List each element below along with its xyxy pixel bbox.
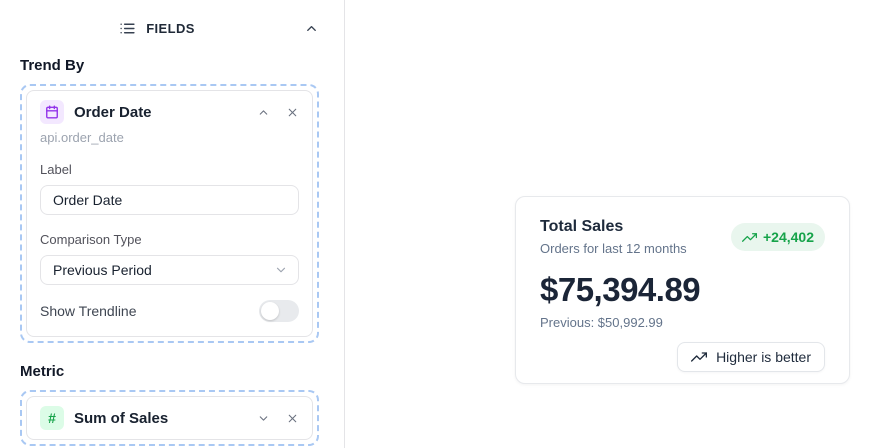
chevron-down-icon [257, 412, 270, 425]
metric-section-label: Metric [20, 363, 65, 380]
label-input[interactable] [40, 185, 299, 215]
order-date-field-header: Order Date [40, 100, 299, 124]
kpi-title: Total Sales [540, 218, 624, 235]
kpi-card-footer: Higher is better [540, 342, 825, 372]
list-icon [119, 20, 136, 37]
fields-collapse-button[interactable] [304, 21, 319, 36]
close-icon [286, 412, 299, 425]
order-date-remove-button[interactable] [286, 106, 299, 119]
order-date-source-path: api.order_date [40, 130, 124, 145]
fields-panel: FIELDS Trend By Order Date [0, 0, 345, 448]
kpi-previous-value: Previous: $50,992.99 [540, 315, 663, 330]
show-trendline-row: Show Trendline [40, 300, 299, 322]
calendar-icon [40, 100, 64, 124]
chevron-down-icon [274, 263, 288, 277]
trending-up-icon [742, 230, 757, 245]
sum-of-sales-remove-button[interactable] [286, 412, 299, 425]
change-badge-value: +24,402 [763, 229, 814, 245]
chevron-up-icon [257, 106, 270, 119]
label-field-label: Label [40, 162, 72, 177]
preview-canvas: Total Sales Orders for last 12 months +2… [345, 0, 874, 448]
fields-panel-header: FIELDS [20, 20, 319, 37]
kpi-value: $75,394.89 [540, 271, 701, 308]
order-date-field-card: Order Date api.order_date Label Comparis… [26, 90, 313, 337]
trend-by-section-label: Trend By [20, 57, 85, 74]
close-icon [286, 106, 299, 119]
order-date-field-title: Order Date [74, 103, 152, 121]
sum-of-sales-expand-button[interactable] [257, 412, 270, 425]
kpi-card-header: Total Sales Orders for last 12 months +2… [540, 218, 825, 256]
comparison-type-select[interactable]: Previous Period [40, 255, 299, 285]
sum-of-sales-field-card: # Sum of Sales [26, 396, 313, 440]
kpi-title-block: Total Sales Orders for last 12 months [540, 218, 687, 256]
higher-is-better-button[interactable]: Higher is better [677, 342, 825, 372]
higher-is-better-label: Higher is better [716, 349, 811, 365]
toggle-knob [261, 302, 279, 320]
metric-dropzone[interactable]: # Sum of Sales [20, 390, 319, 446]
total-sales-kpi-card: Total Sales Orders for last 12 months +2… [515, 196, 850, 384]
kpi-subtitle: Orders for last 12 months [540, 241, 687, 256]
change-badge: +24,402 [731, 223, 825, 251]
comparison-type-value: Previous Period [53, 262, 152, 278]
comparison-type-label: Comparison Type [40, 232, 142, 247]
fields-panel-title: FIELDS [146, 21, 195, 36]
sum-of-sales-field-title: Sum of Sales [74, 409, 169, 427]
trending-up-icon [691, 349, 708, 365]
trend-by-dropzone[interactable]: Order Date api.order_date Label Comparis… [20, 84, 319, 343]
chevron-up-icon [304, 21, 319, 36]
sum-of-sales-field-header: # Sum of Sales [40, 406, 299, 430]
show-trendline-toggle[interactable] [259, 300, 299, 322]
hash-icon: # [40, 406, 64, 430]
order-date-collapse-button[interactable] [257, 106, 270, 119]
show-trendline-label: Show Trendline [40, 303, 137, 319]
